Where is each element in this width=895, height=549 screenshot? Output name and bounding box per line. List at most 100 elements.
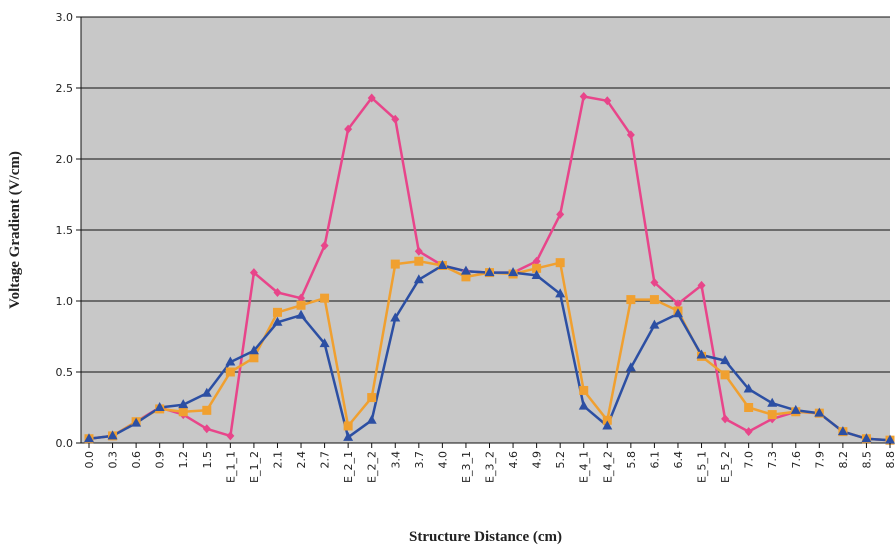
series-1-point bbox=[414, 246, 423, 256]
series-3-point bbox=[861, 433, 872, 443]
series-3-point bbox=[696, 349, 707, 359]
x-tick-label: 3.4 bbox=[389, 451, 402, 469]
series-3-point bbox=[885, 434, 895, 444]
series-2-point bbox=[249, 353, 259, 363]
series-1-point bbox=[202, 424, 211, 434]
x-tick-label: 4.6 bbox=[507, 451, 520, 469]
series-2-point bbox=[296, 300, 306, 310]
series-3-point bbox=[319, 338, 330, 348]
y-tick-label: 0.5 bbox=[56, 366, 74, 379]
series-2-point bbox=[744, 403, 754, 412]
series-3-point bbox=[178, 399, 189, 409]
series-1-point bbox=[650, 278, 659, 288]
x-tick-label: 8.2 bbox=[837, 451, 850, 469]
y-axis-title: Voltage Gradient (V/cm) bbox=[7, 151, 23, 309]
series-3-point bbox=[413, 274, 424, 284]
x-tick-label: 4.0 bbox=[436, 451, 449, 469]
series-1-point bbox=[603, 96, 612, 106]
series-1-point bbox=[556, 209, 565, 219]
x-tick-label: 0.0 bbox=[83, 451, 96, 469]
series-2-point bbox=[720, 370, 730, 380]
y-tick-label: 0.0 bbox=[56, 437, 74, 450]
x-tick-label: 0.6 bbox=[130, 451, 143, 469]
series-1-point bbox=[320, 241, 329, 251]
series-3-point bbox=[578, 400, 589, 410]
series-2-point bbox=[461, 272, 471, 282]
x-tick-label: 4.9 bbox=[531, 451, 544, 469]
y-tick-label: 2.0 bbox=[56, 153, 74, 166]
x-tick-label: 5.2 bbox=[554, 451, 567, 469]
series-1-point bbox=[367, 93, 376, 103]
series-1-point bbox=[273, 287, 282, 297]
x-tick-label: 5.8 bbox=[625, 451, 638, 469]
series-2-point bbox=[320, 293, 330, 303]
x-tick-label: 7.9 bbox=[813, 451, 826, 469]
series-3-point bbox=[131, 417, 142, 427]
series-1-point bbox=[226, 431, 235, 441]
x-tick-label: 0.9 bbox=[154, 451, 167, 469]
series-3-point bbox=[484, 267, 495, 277]
series-2-point bbox=[343, 421, 353, 431]
series-2-point bbox=[272, 307, 282, 317]
series-1-point bbox=[579, 92, 588, 102]
x-tick-label: 6.1 bbox=[648, 451, 661, 469]
y-tick-label: 2.5 bbox=[56, 82, 74, 95]
x-tick-label: E_3_1 bbox=[460, 451, 473, 483]
series-3-point bbox=[814, 407, 825, 417]
x-tick-label: 8.5 bbox=[860, 451, 873, 469]
series-1-point bbox=[532, 256, 541, 266]
series-3-point bbox=[672, 308, 683, 318]
series-3-point bbox=[531, 269, 542, 279]
x-tick-label: 6.4 bbox=[672, 451, 685, 469]
series-3-point bbox=[837, 426, 848, 436]
x-tick-label: E_3_2 bbox=[484, 451, 497, 483]
x-tick-label: 3.7 bbox=[413, 451, 426, 469]
series-1-point bbox=[297, 293, 306, 303]
x-tick-label: 1.2 bbox=[177, 451, 190, 469]
x-tick-label: 2.4 bbox=[295, 451, 308, 469]
series-3-point bbox=[296, 309, 307, 319]
series-markers bbox=[84, 92, 895, 445]
y-axis-ticks: 0.0 0.5 1.0 1.5 2.0 2.5 3.0 bbox=[56, 11, 81, 450]
series-2-point bbox=[649, 295, 659, 305]
series-3-point bbox=[437, 260, 448, 269]
x-tick-label: E_4_1 bbox=[578, 451, 591, 483]
series-3-point bbox=[790, 404, 801, 414]
series-3-point bbox=[602, 420, 613, 430]
series-3-point bbox=[743, 383, 754, 393]
series-2-point bbox=[367, 393, 377, 403]
series-3-point bbox=[366, 414, 377, 424]
series-2-point bbox=[390, 259, 400, 269]
series-2-point bbox=[579, 385, 589, 395]
series-2-point bbox=[202, 405, 212, 415]
series-3-point bbox=[649, 319, 660, 329]
x-tick-label: 2.7 bbox=[319, 451, 332, 469]
x-tick-label: E_5_2 bbox=[719, 451, 732, 483]
series-1-point bbox=[391, 114, 400, 124]
x-axis-title: Structure Distance (cm) bbox=[409, 529, 562, 545]
series-3-point bbox=[84, 433, 94, 443]
series-1-point bbox=[344, 124, 353, 134]
x-tick-label: 0.3 bbox=[107, 451, 120, 469]
y-tick-label: 1.5 bbox=[56, 224, 74, 237]
series-3-point bbox=[201, 387, 212, 397]
series-1-point bbox=[249, 268, 258, 278]
series-3-point bbox=[272, 316, 283, 326]
x-tick-label: 7.0 bbox=[743, 451, 756, 469]
x-tick-label: E_4_2 bbox=[601, 451, 614, 483]
series-3-point bbox=[343, 431, 354, 441]
series-2-point bbox=[532, 263, 542, 273]
series-1-point bbox=[626, 130, 635, 140]
series-3-point bbox=[107, 430, 118, 440]
series-3-point bbox=[720, 355, 731, 365]
series-1-point bbox=[673, 299, 682, 309]
series-2-point bbox=[414, 256, 424, 266]
x-tick-label: E_2_2 bbox=[366, 451, 379, 483]
x-tick-label: 7.6 bbox=[790, 451, 803, 469]
series-1-point bbox=[744, 427, 753, 437]
series-3-point bbox=[460, 265, 471, 275]
x-tick-label: E_1_2 bbox=[248, 451, 261, 483]
series-3-point bbox=[248, 345, 259, 355]
y-tick-label: 1.0 bbox=[56, 295, 74, 308]
